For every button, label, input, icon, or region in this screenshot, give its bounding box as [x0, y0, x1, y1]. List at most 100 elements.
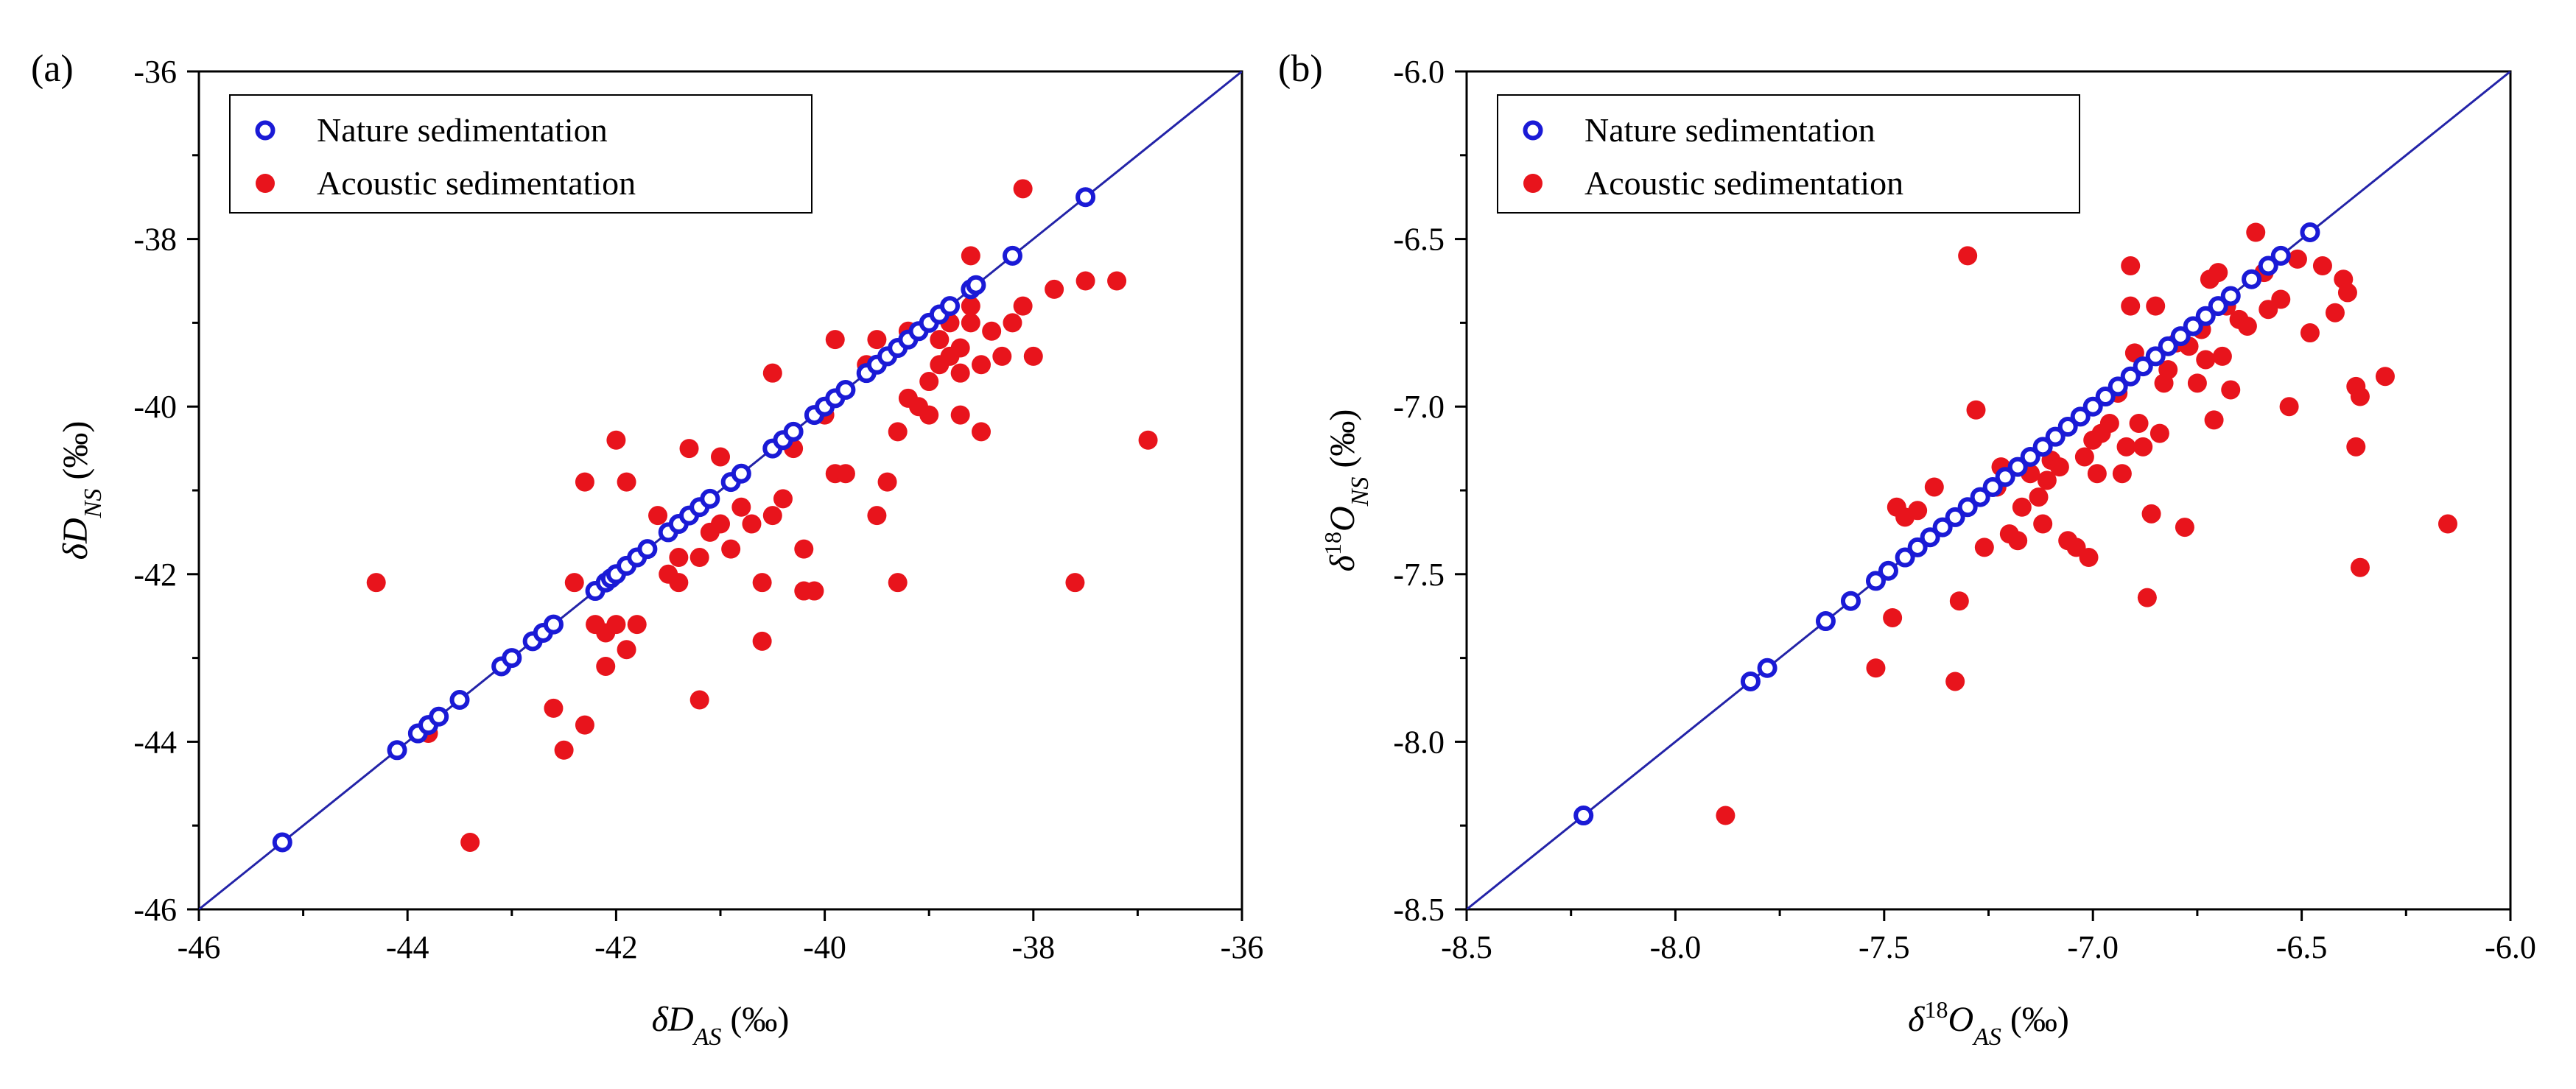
chart-a-acoustic-point — [961, 313, 980, 333]
chart-b-y-tick-label: -7.5 — [1393, 557, 1445, 593]
chart-a-acoustic-point — [575, 472, 594, 492]
chart-b-acoustic-point — [2187, 373, 2207, 393]
chart-a-nature-point — [1002, 245, 1022, 266]
chart-b-nature-point — [2300, 222, 2320, 242]
chart-b-nature-point — [1840, 591, 1861, 611]
chart-a-acoustic-point — [888, 422, 908, 442]
chart-a-nature-point — [429, 706, 449, 727]
chart-a-acoustic-point — [669, 573, 689, 593]
chart-a-axis-title-unit: (‰) — [721, 1000, 789, 1039]
chart-b-nature-point — [2095, 387, 2116, 407]
chart-a-axis-title-sub: NS — [80, 489, 107, 519]
chart-a-panel-label: (a) — [31, 48, 74, 90]
chart-b-acoustic-point — [2271, 289, 2291, 309]
chart-b-acoustic-point — [2087, 464, 2107, 484]
chart-b-y-tick-label: -8.5 — [1393, 892, 1445, 928]
chart-a-y-tick-label: -44 — [133, 724, 177, 760]
chart-a-axis-title-main: δD — [652, 1000, 694, 1039]
chart-a-nature-point — [272, 832, 292, 853]
chart-b-nature-point — [2082, 396, 2103, 417]
chart-a-acoustic-point — [1045, 279, 1064, 299]
chart-a-one-to-one-line — [199, 71, 1242, 909]
chart-b-axis-title-sup: 18 — [1319, 532, 1346, 555]
chart-a-acoustic-point — [982, 321, 1002, 341]
chart-b-nature-point — [1573, 806, 1594, 826]
chart-b-acoustic-point — [2221, 380, 2241, 400]
chart-b-acoustic-point — [2141, 504, 2161, 524]
chart-a-axis-title-main: δD — [56, 518, 95, 560]
chart-b-acoustic-point — [1716, 806, 1736, 825]
chart-a-acoustic-point — [867, 330, 887, 350]
chart-a-nature-point — [731, 463, 751, 484]
chart-a-acoustic-point — [752, 631, 772, 651]
chart-b-acoustic-point — [2438, 514, 2457, 534]
chart-b-acoustic-point — [2175, 518, 2194, 538]
chart-b-axis-title-prefix: δ — [1323, 554, 1362, 571]
chart-b-axis-title-sub: NS — [1347, 477, 1374, 507]
chart-b-acoustic-point — [2037, 471, 2057, 490]
chart-a-legend-nature-label: Nature sedimentation — [317, 111, 608, 149]
chart-b-acoustic-point — [2279, 397, 2299, 417]
chart-b-x-tick-label: -6.0 — [2485, 929, 2536, 965]
chart-a-acoustic-point — [366, 573, 386, 593]
chart-b-nature-point — [1895, 547, 1915, 568]
chart-b-acoustic-point — [2287, 249, 2307, 269]
chart-b-nature-point — [2258, 255, 2278, 276]
chart-b-acoustic-point — [2099, 413, 2119, 433]
chart-a-legend: Nature sedimentation Acoustic sedimentati… — [229, 94, 813, 214]
chart-a-y-tick-label: -36 — [133, 54, 177, 90]
chart-a-acoustic-point — [1023, 346, 1043, 366]
chart-b-acoustic-point — [1924, 477, 1944, 497]
chart-b-legend-nature-label: Nature sedimentation — [1584, 111, 1875, 149]
chart-b-legend-acoustic-label: Acoustic sedimentation — [1584, 164, 1903, 202]
chart-a-acoustic-point — [794, 539, 814, 559]
chart-a-legend-box — [229, 94, 813, 214]
chart-a-acoustic-point — [689, 548, 709, 568]
chart-b-nature-point — [1932, 517, 1953, 538]
chart-b-acoustic-point — [2350, 387, 2370, 406]
chart-b-nature-point — [2242, 269, 2262, 289]
chart-a-nature-point — [940, 296, 961, 317]
chart-a-y-tick-label: -40 — [133, 389, 177, 425]
chart-a-nature-point — [543, 614, 564, 635]
chart-a-acoustic-point — [731, 497, 751, 517]
chart-a-acoustic-point — [617, 472, 636, 492]
chart-b-acoustic-point — [1908, 501, 1928, 521]
chart-b-acoustic-point — [1974, 538, 1994, 557]
chart-b-nature-point — [2145, 346, 2166, 367]
chart-a-acoustic-point — [752, 573, 772, 593]
chart-a-nature-point — [966, 275, 986, 295]
chart-b-acoustic-point — [2158, 360, 2178, 380]
chart-a-acoustic-point — [544, 698, 564, 718]
chart-b-x-tick-label: -7.5 — [1859, 929, 1910, 965]
chart-b-acoustic-point — [2300, 323, 2320, 343]
chart-a-legend-acoustic-marker — [256, 174, 275, 193]
chart-a-plot-area — [199, 71, 1242, 909]
chart-a-acoustic-point — [930, 330, 950, 350]
chart-a-acoustic-point — [919, 372, 939, 392]
chart-a-acoustic-point — [804, 581, 824, 601]
chart-b-x-tick-label: -7.0 — [2067, 929, 2119, 965]
chart-b-nature-point — [2057, 417, 2078, 437]
chart-b-acoustic-point — [2129, 413, 2149, 433]
chart-a-acoustic-point — [554, 740, 574, 760]
chart-b-nature-point — [2133, 356, 2153, 377]
chart-b-nature-point — [1945, 507, 1965, 527]
chart-b-acoustic-point — [2350, 557, 2370, 577]
chart-a-acoustic-point — [762, 506, 782, 526]
chart-a-acoustic-point — [648, 506, 668, 526]
chart-b-nature-point — [2170, 326, 2191, 347]
chart-a-acoustic-point — [762, 363, 782, 383]
chart-b-nature-point — [2020, 446, 2040, 467]
chart-b-acoustic-point — [2029, 487, 2049, 507]
chart-a-acoustic-point — [689, 690, 709, 710]
chart-a-y-tick-label: -38 — [133, 222, 177, 258]
chart-b-y-tick-label: -6.5 — [1393, 222, 1445, 258]
chart-a-acoustic-point — [617, 640, 636, 660]
chart-b-nature-point — [1907, 537, 1928, 557]
chart-a-acoustic-point — [950, 405, 970, 425]
chart-b-acoustic-point — [2375, 367, 2395, 387]
chart-a-acoustic-point — [919, 405, 939, 425]
chart-a-acoustic-point — [867, 506, 887, 526]
chart-a-acoustic-point — [972, 355, 991, 375]
